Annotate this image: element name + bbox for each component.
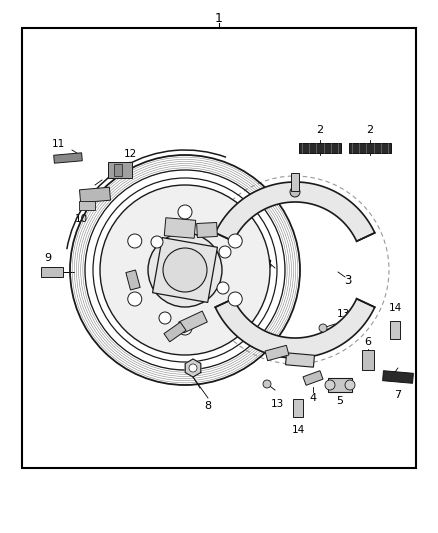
Polygon shape [108, 162, 132, 178]
Polygon shape [126, 270, 140, 290]
Circle shape [178, 205, 192, 219]
Circle shape [290, 187, 300, 197]
Text: 3: 3 [264, 259, 272, 271]
Circle shape [163, 248, 207, 292]
Polygon shape [383, 371, 413, 383]
Circle shape [319, 324, 327, 332]
Polygon shape [54, 153, 82, 163]
Circle shape [178, 321, 192, 335]
Polygon shape [303, 370, 323, 385]
Circle shape [189, 364, 197, 372]
Circle shape [228, 234, 242, 248]
Polygon shape [390, 321, 400, 339]
Text: 12: 12 [124, 149, 137, 159]
Polygon shape [197, 222, 217, 238]
Polygon shape [286, 353, 314, 367]
Polygon shape [362, 350, 374, 370]
Polygon shape [79, 200, 95, 209]
Text: 13: 13 [336, 309, 350, 319]
Polygon shape [349, 143, 391, 153]
Circle shape [325, 380, 335, 390]
Text: 14: 14 [291, 425, 304, 435]
Polygon shape [41, 267, 63, 277]
Polygon shape [179, 311, 207, 333]
Circle shape [159, 312, 171, 324]
Text: 5: 5 [336, 396, 343, 406]
Polygon shape [265, 345, 289, 361]
Text: 4: 4 [309, 393, 317, 403]
Circle shape [151, 236, 163, 248]
Circle shape [263, 380, 271, 388]
Text: 2: 2 [316, 125, 324, 135]
Text: 10: 10 [74, 214, 88, 224]
Polygon shape [164, 217, 196, 238]
Text: 13: 13 [270, 399, 284, 409]
Circle shape [219, 246, 231, 258]
Text: 7: 7 [395, 390, 402, 400]
Polygon shape [215, 298, 375, 358]
Text: 2: 2 [367, 125, 374, 135]
Circle shape [128, 234, 142, 248]
Polygon shape [328, 378, 352, 392]
Circle shape [100, 185, 270, 355]
Circle shape [228, 292, 242, 306]
Polygon shape [79, 187, 110, 203]
Circle shape [128, 292, 142, 306]
Circle shape [148, 233, 222, 307]
Text: 6: 6 [364, 337, 371, 347]
Circle shape [345, 380, 355, 390]
Text: 14: 14 [389, 303, 402, 313]
Text: 1: 1 [215, 12, 223, 25]
Text: 3: 3 [344, 273, 352, 287]
Polygon shape [114, 164, 122, 176]
Polygon shape [164, 322, 186, 342]
Polygon shape [185, 359, 201, 377]
Polygon shape [215, 182, 375, 241]
Text: 11: 11 [51, 139, 65, 149]
Polygon shape [291, 173, 299, 191]
Polygon shape [152, 238, 217, 302]
Text: 8: 8 [205, 401, 212, 411]
Polygon shape [299, 143, 341, 153]
Text: 9: 9 [44, 253, 52, 263]
Circle shape [217, 282, 229, 294]
Polygon shape [293, 399, 303, 417]
